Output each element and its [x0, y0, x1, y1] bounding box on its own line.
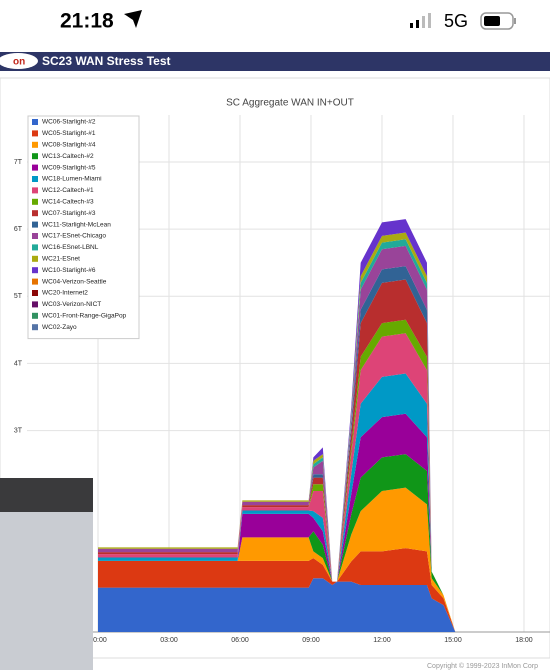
area-series [97, 219, 456, 633]
area-series [97, 578, 456, 632]
legend-swatch [32, 255, 38, 262]
legend-swatch [32, 233, 38, 239]
camera-overlay-screen [0, 512, 93, 670]
x-tick-label: 03:00 [160, 637, 178, 644]
logo [0, 53, 38, 69]
legend-label: WC14-Caltech-#3 [42, 199, 94, 206]
y-tick-label: 5T [14, 293, 23, 300]
legend-swatch [32, 164, 38, 171]
area-series [97, 373, 456, 632]
x-tick-label: 06:00 [231, 637, 249, 644]
y-tick-label: 6T [14, 226, 23, 233]
legend-swatch [32, 267, 38, 274]
area-series [97, 454, 456, 632]
legend-swatch [32, 141, 38, 148]
area-series [97, 413, 456, 632]
signal-icon [410, 13, 431, 28]
legend-label: WC08-Starlight-#4 [42, 142, 96, 149]
legend-swatch [32, 176, 38, 182]
network-label: 5G [444, 11, 468, 31]
battery-icon [480, 12, 516, 30]
header-title: SC23 WAN Stress Test [42, 54, 171, 68]
legend-label: WC10-Starlight-#6 [42, 267, 96, 274]
legend-label: WC12-Caltech-#1 [42, 187, 94, 194]
legend-swatch [32, 324, 38, 331]
x-tick-label: 15:00 [444, 637, 462, 644]
y-tick-label: 4T [14, 360, 23, 367]
area-series [97, 487, 456, 632]
legend-label: WC01-Front-Range-GigaPop [42, 313, 127, 320]
chart-title: SC Aggregate WAN IN+OUT [226, 98, 354, 109]
legend-swatch [32, 130, 38, 137]
area-series [97, 548, 456, 632]
x-tick-label: 09:00 [302, 637, 320, 644]
legend-label: WC18-Lumen-Miami [42, 176, 102, 183]
area-series [97, 333, 456, 632]
legend-swatch [32, 198, 38, 205]
location-icon [124, 10, 142, 28]
x-tick-label: 12:00 [373, 637, 391, 644]
legend-swatch [32, 187, 38, 194]
clock: 21:18 [60, 10, 114, 33]
legend-swatch [32, 278, 38, 285]
area-series [97, 266, 456, 632]
legend-label: WC03-Verizon-NICT [42, 301, 101, 308]
legend-label: WC20-Internet2 [42, 290, 88, 297]
legend-box [27, 115, 140, 340]
legend-swatch [32, 153, 38, 160]
x-tick-label: 18:00 [515, 637, 533, 644]
legend-swatch [32, 119, 38, 125]
y-tick-label: 3T [14, 427, 23, 434]
legend-label: WC06-Starlight-#2 [42, 119, 96, 126]
area-series [97, 279, 456, 632]
legend-label: WC16-ESnet-LBNL [42, 244, 99, 251]
copyright: Copyright © 1999-2023 InMon Corp [427, 662, 538, 670]
y-tick-label: 7T [14, 159, 23, 166]
legend-swatch [32, 290, 38, 296]
legend-label: WC13-Caltech-#2 [42, 153, 94, 160]
legend-swatch [32, 244, 38, 251]
x-tick-label: 00:00 [89, 637, 107, 644]
legend-label: WC17-ESnet-Chicago [42, 233, 106, 240]
legend-swatch [32, 210, 38, 217]
area-series [97, 319, 456, 632]
legend-swatch [32, 312, 38, 319]
area-series [97, 245, 456, 632]
legend-label: WC09-Starlight-#5 [42, 164, 96, 171]
legend-label: WC07-Starlight-#3 [42, 210, 96, 217]
legend-label: WC04-Verizon-Seattle [42, 278, 107, 285]
header-bar [0, 52, 550, 71]
legend-label: WC21-ESnet [42, 256, 80, 263]
legend-swatch [32, 301, 38, 308]
legend-label: WC11-Starlight-McLean [42, 221, 111, 228]
logo-text: on [13, 57, 25, 68]
legend-label: WC02-Zayo [42, 324, 77, 331]
legend-label: WC05-Starlight-#1 [42, 130, 96, 137]
legend-swatch [32, 221, 38, 228]
